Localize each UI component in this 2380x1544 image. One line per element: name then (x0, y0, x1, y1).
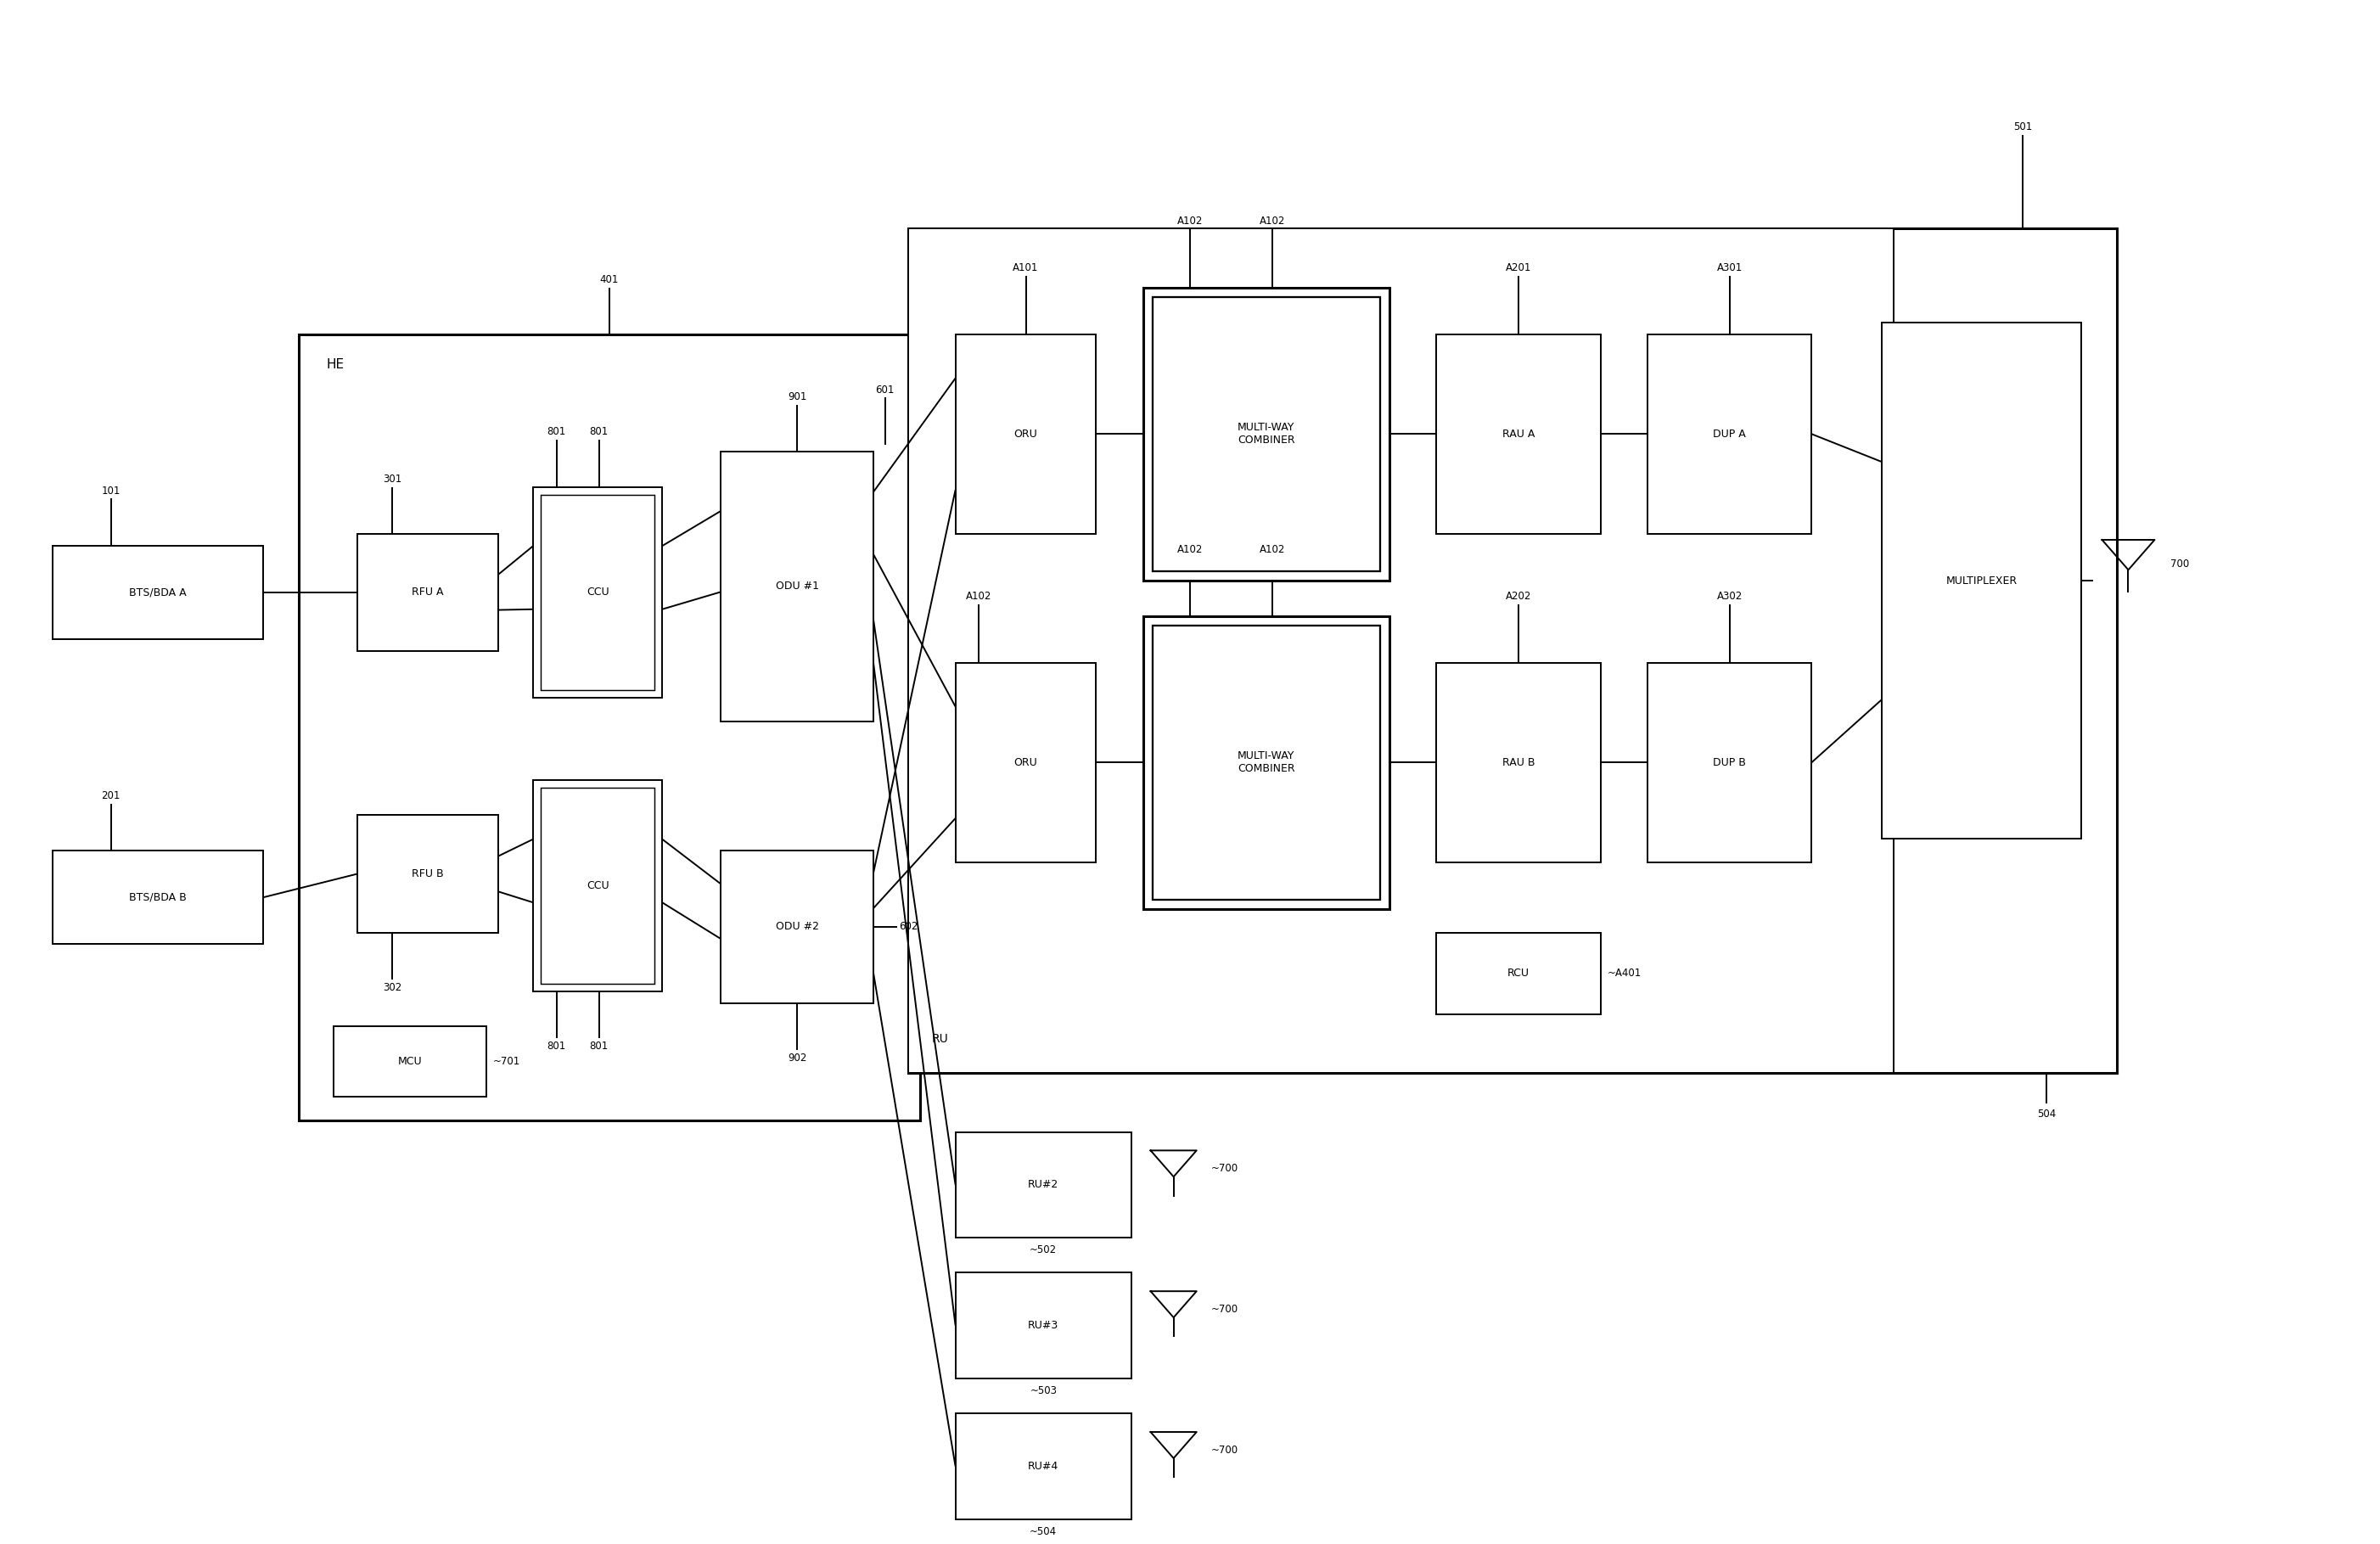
Text: BTS/BDA B: BTS/BDA B (129, 892, 186, 903)
Text: ORU: ORU (1014, 757, 1038, 767)
Bar (1883, 323, 2082, 838)
Text: A201: A201 (1507, 262, 1530, 273)
Bar (721, 851, 873, 1004)
Bar (954, 1413, 1130, 1519)
Text: MULTIPLEXER: MULTIPLEXER (1947, 574, 2018, 587)
Text: ODU #2: ODU #2 (776, 922, 819, 933)
Bar (52, 545, 264, 639)
Bar (357, 534, 497, 652)
Bar (533, 780, 662, 991)
Bar (721, 451, 873, 721)
Text: 902: 902 (788, 1051, 807, 1064)
Text: A102: A102 (1259, 543, 1285, 554)
Text: A102: A102 (1259, 215, 1285, 227)
Bar (1142, 287, 1390, 581)
Text: ~503: ~503 (1031, 1385, 1057, 1396)
Text: 201: 201 (102, 791, 121, 801)
Bar (1152, 296, 1380, 571)
Text: 302: 302 (383, 982, 402, 993)
Text: 101: 101 (102, 485, 121, 496)
Text: CCU: CCU (585, 880, 609, 891)
Text: RU#3: RU#3 (1028, 1320, 1059, 1331)
Bar (533, 486, 662, 698)
Text: MULTI-WAY
COMBINER: MULTI-WAY COMBINER (1238, 422, 1295, 446)
Text: A202: A202 (1507, 591, 1530, 602)
Text: ODU #1: ODU #1 (776, 581, 819, 591)
Bar (954, 335, 1097, 534)
Text: ORU: ORU (1014, 429, 1038, 440)
Bar (333, 1027, 486, 1096)
Bar (1435, 335, 1599, 534)
Text: RU#2: RU#2 (1028, 1180, 1059, 1190)
Bar (1647, 335, 1811, 534)
Text: RFU B: RFU B (412, 868, 443, 880)
Text: ~A401: ~A401 (1606, 968, 1642, 979)
Bar (298, 335, 921, 1121)
Text: DUP B: DUP B (1714, 757, 1747, 767)
Text: MULTI-WAY
COMBINER: MULTI-WAY COMBINER (1238, 750, 1295, 775)
Text: MCU: MCU (397, 1056, 421, 1067)
Text: ~504: ~504 (1031, 1525, 1057, 1538)
Text: A102: A102 (1178, 215, 1202, 227)
Text: BTS/BDA A: BTS/BDA A (129, 587, 186, 598)
Text: 801: 801 (590, 1041, 609, 1051)
Text: ~700: ~700 (1211, 1163, 1238, 1173)
Text: DUP A: DUP A (1714, 429, 1747, 440)
Bar (909, 229, 1894, 1073)
Text: ~502: ~502 (1031, 1244, 1057, 1255)
Bar (1152, 625, 1380, 900)
Text: A102: A102 (1178, 543, 1202, 554)
Bar (1647, 662, 1811, 862)
Bar (909, 229, 2116, 1073)
Text: 901: 901 (788, 391, 807, 403)
Text: RCU: RCU (1507, 968, 1530, 979)
Text: RU#4: RU#4 (1028, 1461, 1059, 1471)
Text: 501: 501 (2013, 122, 2033, 133)
Text: A302: A302 (1716, 591, 1742, 602)
Bar (1435, 933, 1599, 1014)
Text: ~700: ~700 (1211, 1444, 1238, 1456)
Text: 504: 504 (2037, 1109, 2056, 1119)
Bar (1435, 662, 1599, 862)
Text: RAU A: RAU A (1502, 429, 1535, 440)
Bar (954, 1272, 1130, 1379)
Text: A102: A102 (966, 591, 992, 602)
Bar (52, 851, 264, 945)
Bar (954, 1132, 1130, 1237)
Text: 700: 700 (2171, 559, 2190, 570)
Bar (540, 787, 655, 984)
Text: ~700: ~700 (1211, 1303, 1238, 1314)
Text: A101: A101 (1014, 262, 1038, 273)
Bar (954, 662, 1097, 862)
Text: RAU B: RAU B (1502, 757, 1535, 767)
Bar (357, 815, 497, 933)
Text: ~701: ~701 (493, 1056, 521, 1067)
Text: 801: 801 (547, 426, 566, 437)
Text: RU: RU (933, 1033, 950, 1045)
Text: HE: HE (326, 358, 345, 371)
Text: 601: 601 (876, 384, 895, 395)
Text: 801: 801 (590, 426, 609, 437)
Text: CCU: CCU (585, 587, 609, 598)
Bar (1142, 616, 1390, 909)
Text: 801: 801 (547, 1041, 566, 1051)
Text: 301: 301 (383, 474, 402, 485)
Text: RFU A: RFU A (412, 587, 443, 598)
Text: 401: 401 (600, 273, 619, 286)
Text: A301: A301 (1716, 262, 1742, 273)
Bar (540, 494, 655, 690)
Text: 602: 602 (900, 922, 919, 933)
